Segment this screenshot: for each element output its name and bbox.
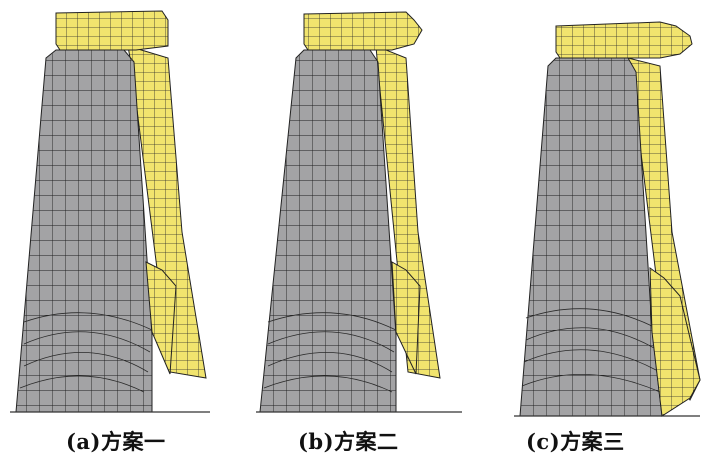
panel-b-yellow-cap xyxy=(303,11,423,51)
panel-a-yellow-cap xyxy=(55,10,169,51)
panel-b-inner-yellow-fillet xyxy=(391,261,421,375)
panel-a-mesh xyxy=(10,10,210,413)
panel-b-mesh xyxy=(256,11,462,413)
panel-a-inner-yellow-fillet xyxy=(145,261,177,375)
panel-b-gray-block xyxy=(259,49,397,413)
panel-b-gray-curved-grid xyxy=(263,312,397,393)
panel-c-gray-curved-grid xyxy=(521,308,661,393)
caption-c: (c)方案三 xyxy=(526,429,625,454)
panel-a-gray-block xyxy=(15,49,153,413)
panel-c-inner-yellow-fillet xyxy=(649,267,701,417)
caption-b: (b)方案二 xyxy=(298,429,399,454)
panel-c-yellow-cap xyxy=(555,21,693,59)
panel-a-gray-curved-grid xyxy=(19,312,153,393)
caption-a: (a)方案一 xyxy=(66,429,166,454)
panel-c-mesh xyxy=(514,21,701,417)
